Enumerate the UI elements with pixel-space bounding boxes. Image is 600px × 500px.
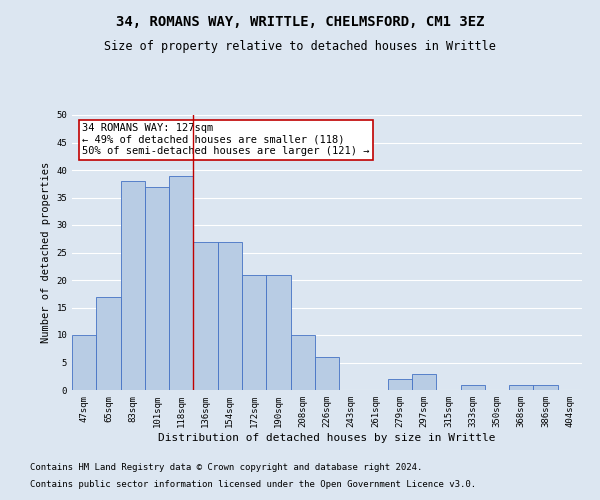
- Y-axis label: Number of detached properties: Number of detached properties: [41, 162, 51, 343]
- Text: Contains public sector information licensed under the Open Government Licence v3: Contains public sector information licen…: [30, 480, 476, 489]
- Bar: [72, 335, 96, 390]
- Bar: [96, 296, 121, 390]
- Bar: [242, 274, 266, 390]
- Bar: [145, 186, 169, 390]
- Text: Size of property relative to detached houses in Writtle: Size of property relative to detached ho…: [104, 40, 496, 53]
- Bar: [315, 357, 339, 390]
- Bar: [388, 379, 412, 390]
- Bar: [121, 181, 145, 390]
- Text: 34, ROMANS WAY, WRITTLE, CHELMSFORD, CM1 3EZ: 34, ROMANS WAY, WRITTLE, CHELMSFORD, CM1…: [116, 15, 484, 29]
- Bar: [533, 384, 558, 390]
- Bar: [266, 274, 290, 390]
- Text: Contains HM Land Registry data © Crown copyright and database right 2024.: Contains HM Land Registry data © Crown c…: [30, 464, 422, 472]
- Bar: [193, 242, 218, 390]
- Bar: [169, 176, 193, 390]
- Bar: [218, 242, 242, 390]
- Bar: [290, 335, 315, 390]
- Text: 34 ROMANS WAY: 127sqm
← 49% of detached houses are smaller (118)
50% of semi-det: 34 ROMANS WAY: 127sqm ← 49% of detached …: [82, 123, 370, 156]
- Bar: [509, 384, 533, 390]
- X-axis label: Distribution of detached houses by size in Writtle: Distribution of detached houses by size …: [158, 432, 496, 442]
- Bar: [461, 384, 485, 390]
- Bar: [412, 374, 436, 390]
